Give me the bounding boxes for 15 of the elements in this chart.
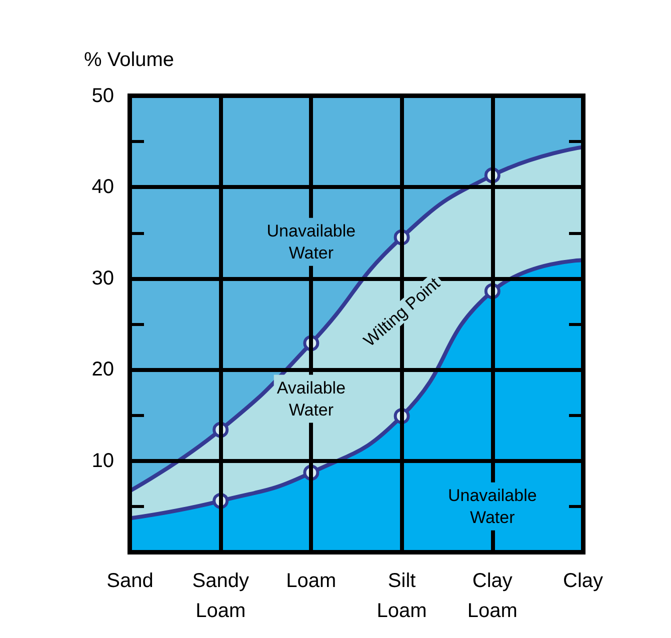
y-tick-label: 10 <box>92 450 114 472</box>
x-tick-label: Sand <box>106 570 154 592</box>
y-tick-label: 40 <box>92 176 114 198</box>
y-tick-label: 20 <box>92 358 114 381</box>
y-tick-label: 50 <box>92 85 114 107</box>
x-tick-label: Loam <box>286 570 336 592</box>
annotation: Unavailable Water <box>266 221 356 262</box>
annotation: Unavailable Water <box>448 486 537 527</box>
x-tick-label: Sandy Loam <box>192 570 249 622</box>
y-axis-title: % Volume <box>84 49 174 71</box>
x-tick-label: Clay <box>562 570 604 592</box>
x-tick-label: Silt Loam <box>376 570 427 622</box>
x-tick-label: Clay Loam <box>467 570 518 622</box>
annotation: Available Water <box>276 378 346 420</box>
y-tick-label: 30 <box>92 267 114 290</box>
